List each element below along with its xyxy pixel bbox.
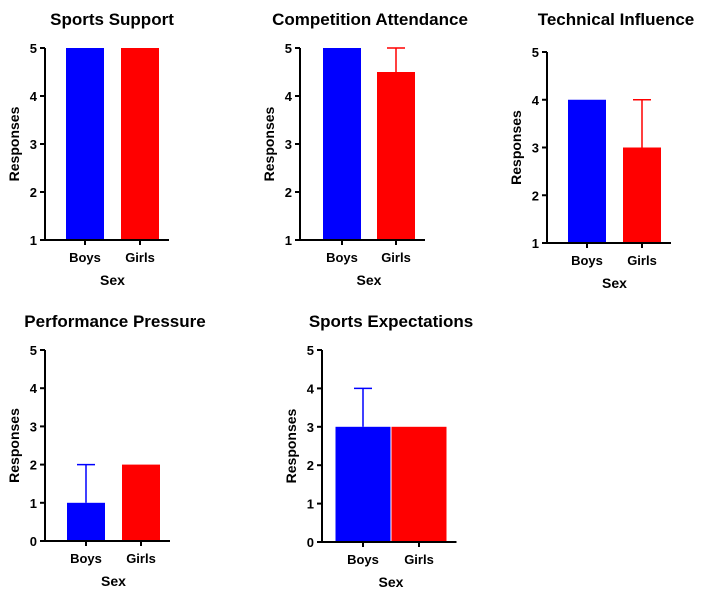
y-tick-label: 3 xyxy=(532,141,539,156)
x-tick-label-boys: Boys xyxy=(70,551,102,566)
x-tick-label-girls: Girls xyxy=(404,552,434,567)
bar-girls xyxy=(623,147,661,243)
y-tick-label: 5 xyxy=(532,45,539,60)
y-tick-label: 0 xyxy=(307,535,314,550)
chart-title: Performance Pressure xyxy=(24,312,205,331)
bar-girls xyxy=(377,72,415,240)
y-tick-label: 3 xyxy=(30,419,37,434)
y-tick-label: 5 xyxy=(307,343,314,358)
y-axis-label: Responses xyxy=(6,106,22,181)
chart-panel-2: Competition Attendance 1 2 3 4 5 Boys Girls Sex R… xyxy=(261,10,468,288)
chart-title: Competition Attendance xyxy=(272,10,468,29)
y-tick-label: 3 xyxy=(285,137,292,152)
y-tick-label: 3 xyxy=(30,137,37,152)
y-tick-label: 5 xyxy=(285,41,292,56)
y-tick-label: 0 xyxy=(30,534,37,549)
bar-girls xyxy=(391,426,447,542)
bar-girls xyxy=(121,48,159,240)
y-tick-label: 2 xyxy=(30,185,37,200)
y-tick-label: 4 xyxy=(532,93,540,108)
y-tick-label: 2 xyxy=(30,458,37,473)
bar-boys xyxy=(67,502,105,541)
y-tick-label: 2 xyxy=(307,458,314,473)
x-axis-label: Sex xyxy=(357,272,382,288)
bar-boys xyxy=(568,99,606,243)
bar-boys xyxy=(66,48,104,240)
bar-girls xyxy=(122,464,160,541)
x-axis-label: Sex xyxy=(101,573,126,589)
y-tick-label: 2 xyxy=(285,185,292,200)
y-tick-label: 4 xyxy=(30,381,38,396)
bar-boys xyxy=(323,48,361,240)
x-tick-label-girls: Girls xyxy=(627,253,657,268)
x-tick-label-boys: Boys xyxy=(69,250,101,265)
y-tick-label: 1 xyxy=(307,497,314,512)
x-axis-label: Sex xyxy=(100,272,125,288)
x-axis-label: Sex xyxy=(602,275,627,291)
y-axis-label: Responses xyxy=(508,110,524,185)
x-axis-label: Sex xyxy=(379,574,404,590)
x-tick-label-girls: Girls xyxy=(381,250,411,265)
y-tick-label: 5 xyxy=(30,41,37,56)
y-axis-label: Responses xyxy=(6,408,22,483)
chart-title: Sports Expectations xyxy=(309,312,473,331)
chart-title: Sports Support xyxy=(50,10,174,29)
y-tick-label: 4 xyxy=(307,381,315,396)
y-axis-label: Responses xyxy=(261,106,277,181)
chart-title: Technical Influence xyxy=(538,10,695,29)
y-tick-label: 4 xyxy=(30,89,38,104)
y-tick-label: 1 xyxy=(30,496,37,511)
y-tick-label: 4 xyxy=(285,89,293,104)
y-tick-label: 1 xyxy=(30,233,37,248)
y-tick-label: 1 xyxy=(532,236,539,251)
y-tick-label: 1 xyxy=(285,233,292,248)
bar-boys xyxy=(335,426,391,542)
x-tick-label-girls: Girls xyxy=(126,551,156,566)
y-tick-label: 5 xyxy=(30,343,37,358)
x-tick-label-boys: Boys xyxy=(347,552,379,567)
y-tick-label: 3 xyxy=(307,420,314,435)
x-tick-label-boys: Boys xyxy=(326,250,358,265)
x-tick-label-girls: Girls xyxy=(125,250,155,265)
y-tick-label: 2 xyxy=(532,188,539,203)
y-axis-label: Responses xyxy=(283,408,299,483)
x-tick-label-boys: Boys xyxy=(571,253,603,268)
